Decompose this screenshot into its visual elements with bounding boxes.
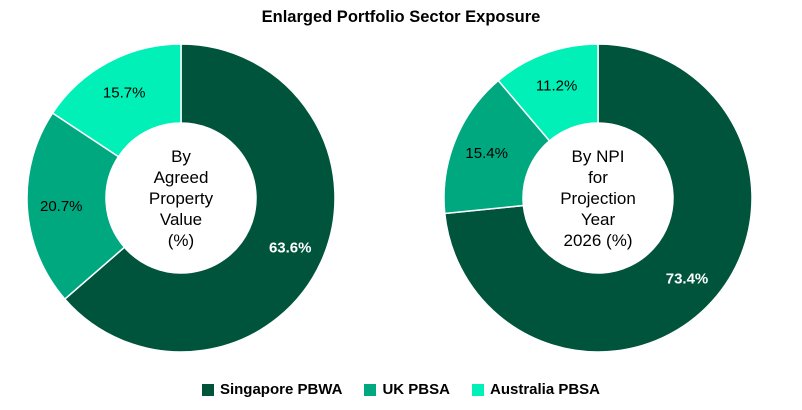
legend-item-australia-pbsa: Australia PBSA bbox=[471, 381, 601, 398]
center-label-line: 2026 (%) bbox=[564, 231, 633, 250]
figure-title: Enlarged Portfolio Sector Exposure bbox=[261, 8, 541, 26]
legend-swatch-singapore-pbwa bbox=[201, 383, 214, 396]
slice-label-australia-pbsa: 15.7% bbox=[103, 84, 146, 101]
center-label-line: Projection bbox=[560, 189, 636, 208]
legend-swatch-uk-pbsa bbox=[364, 383, 377, 396]
center-label-line: (%) bbox=[168, 231, 194, 250]
center-label-line: Agreed bbox=[154, 168, 209, 187]
donut-chart-npi: 73.4% 15.4% 11.2% By NPI for Projection Year 20… bbox=[443, 43, 753, 353]
donut-chart-property-value: 63.6% 20.7% 15.7% By Agreed Property Value (%) bbox=[26, 43, 336, 353]
legend: Singapore PBWA UK PBSA Australia PBSA bbox=[0, 381, 802, 398]
legend-label-uk-pbsa: UK PBSA bbox=[382, 381, 450, 398]
slice-uk-pbsa bbox=[26, 112, 126, 301]
center-label-line: By bbox=[171, 147, 191, 166]
slice-label-australia-pbsa: 11.2% bbox=[536, 77, 577, 94]
slice-label-uk-pbsa: 20.7% bbox=[40, 198, 83, 215]
center-label-line: Property bbox=[149, 189, 214, 208]
center-label-line: Value bbox=[160, 210, 202, 229]
legend-item-singapore-pbwa: Singapore PBWA bbox=[201, 381, 343, 398]
center-label-line: Year bbox=[581, 210, 616, 229]
center-label-line: for bbox=[588, 168, 608, 187]
slice-singapore-pbwa bbox=[63, 43, 336, 353]
slice-label-uk-pbsa: 15.4% bbox=[465, 145, 508, 162]
legend-label-singapore-pbwa: Singapore PBWA bbox=[219, 381, 343, 398]
slice-singapore-pbwa bbox=[443, 43, 753, 353]
slice-label-singapore-pbwa: 63.6% bbox=[269, 240, 312, 257]
slice-australia-pbsa bbox=[51, 43, 182, 158]
legend-label-australia-pbsa: Australia PBSA bbox=[489, 381, 601, 398]
legend-item-uk-pbsa: UK PBSA bbox=[364, 381, 450, 398]
legend-swatch-australia-pbsa bbox=[471, 383, 484, 396]
slice-australia-pbsa bbox=[497, 43, 599, 142]
charts-canvas: 63.6%20.7%15.7%ByAgreedPropertyValue(%) … bbox=[26, 43, 753, 353]
slice-label-singapore-pbwa: 73.4% bbox=[666, 270, 709, 287]
center-label-line: By NPI bbox=[572, 147, 625, 166]
